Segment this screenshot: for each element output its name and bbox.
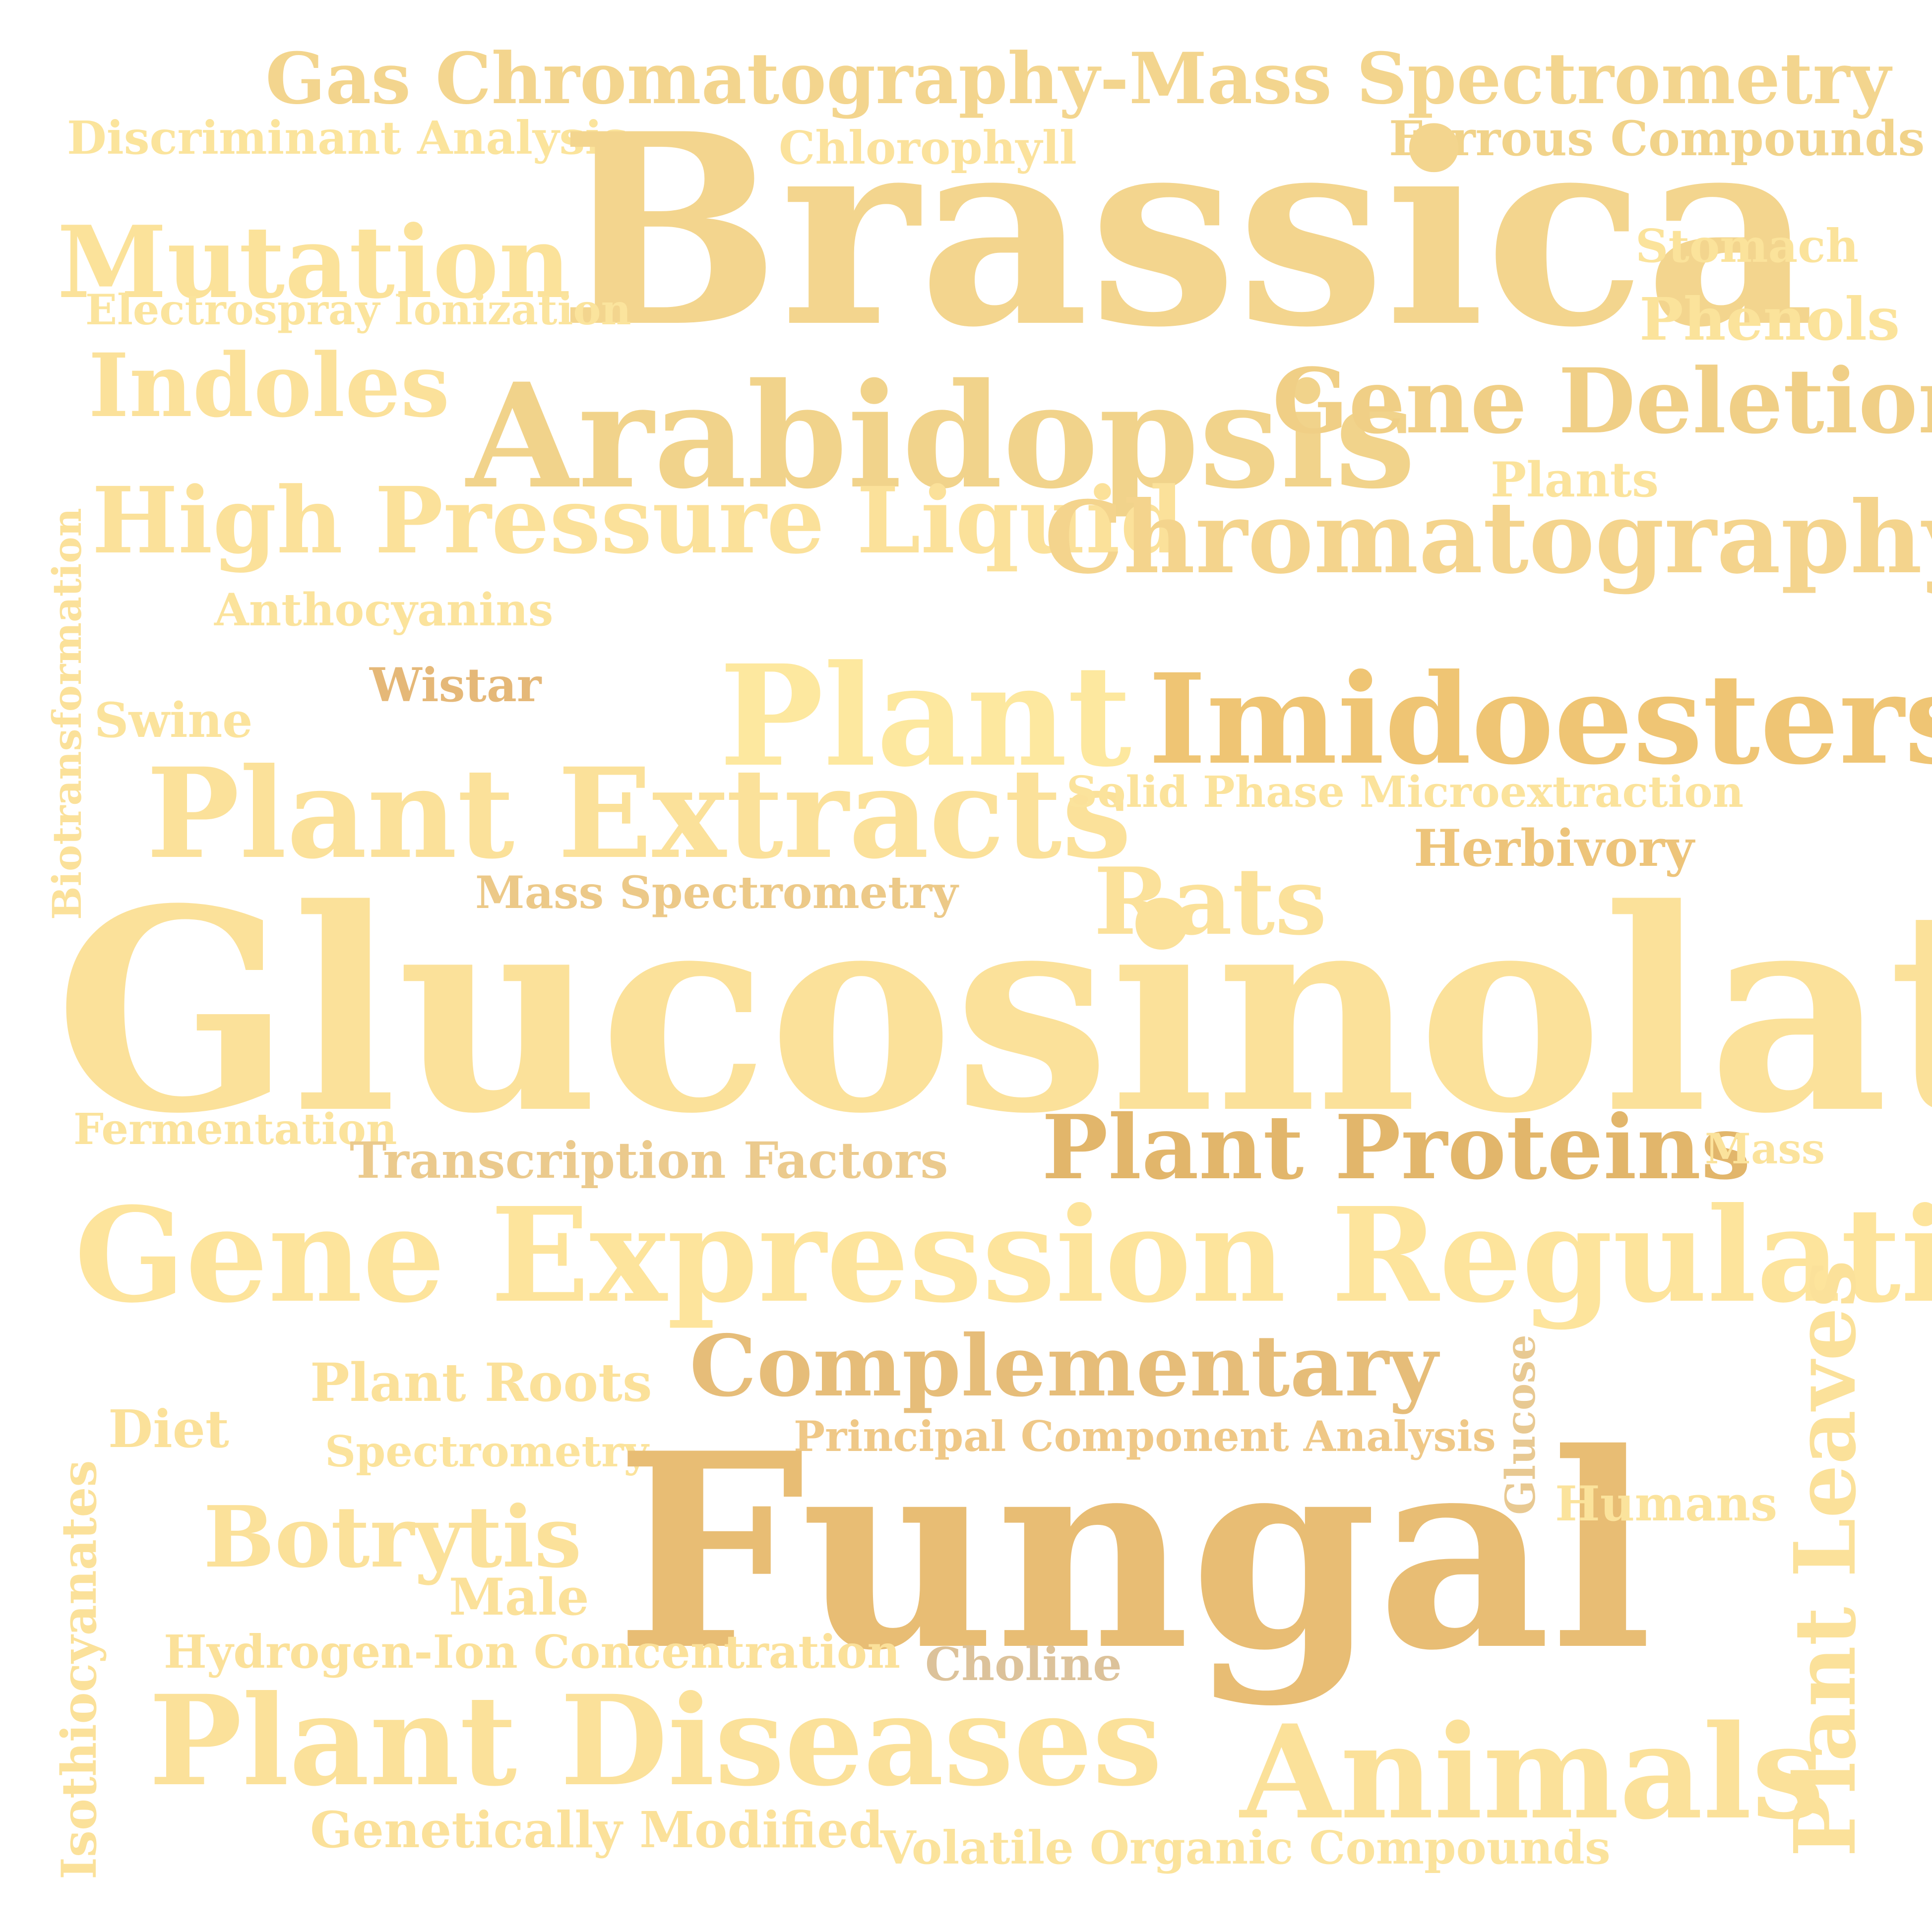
word-principal-component-analysis: Principal Component Analysis (794, 1412, 1496, 1461)
word-plant-proteins: Plant Proteins (1042, 1095, 1751, 1199)
word-fungal: Fungal (615, 1395, 1653, 1709)
word-plant-roots: Plant Roots (310, 1351, 652, 1413)
word-stomach: Stomach (1635, 219, 1859, 273)
word-indoles: Indoles (88, 334, 450, 437)
word-choline: Choline (925, 1637, 1122, 1691)
word-spectrometry: Spectrometry (325, 1427, 649, 1477)
word-solid-phase-microextraction: Solid Phase Microextraction (1066, 767, 1744, 817)
word-gas-chromatography-mass-spectrometry: Gas Chromatography-Mass Spectrometry (265, 38, 1891, 120)
word-plant-diseases: Plant Diseases (149, 1668, 1163, 1813)
word-imidoesters: Imidoesters (1148, 646, 1932, 792)
word-rats: Rats (1094, 847, 1327, 956)
word-genetically-modified: Genetically Modified (310, 1801, 883, 1859)
word-phenols: Phenols (1639, 285, 1900, 354)
word-brassica: Brassica (558, 76, 1815, 385)
word-plant-extracts: Plant Extracts (146, 740, 1132, 886)
word-diet: Diet (108, 1398, 229, 1459)
word-fermentation: Fermentation (73, 1104, 397, 1154)
word-gene-expression-regulation: Gene Expression Regulation (74, 1179, 1932, 1331)
word-anthocyanins: Anthocyanins (214, 584, 554, 636)
word-mass-spectrometry: Mass Spectrometry (475, 866, 958, 919)
word-plants: Plants (1491, 452, 1659, 508)
word-glucosinolates: Glucosinolates (55, 848, 1932, 1175)
word-mass: Mass (1705, 1124, 1825, 1173)
word-gene-deletion: Gene Deletion (1272, 349, 1932, 454)
word-chlorophyll: Chlorophyll (779, 121, 1077, 175)
word-male: Male (449, 1568, 589, 1627)
word-discriminant-analysis: Discriminant Analysis (67, 111, 628, 165)
word-arabidopsis: Arabidopsis (466, 352, 1416, 521)
word-wistar: Wistar (370, 658, 542, 713)
word-isothiocyanates: Isothiocyanates (51, 1460, 107, 1879)
word-plant: Plant (719, 635, 1132, 798)
word-humans: Humans (1555, 1476, 1778, 1532)
word-swine: Swine (94, 692, 253, 748)
word-volatile-organic-compounds: Volatile Organic Compounds (880, 1821, 1611, 1874)
word-ferrous-compounds: Ferrous Compounds (1389, 111, 1925, 167)
word-herbivory: Herbivory (1414, 819, 1694, 878)
word-animals: Animals (1240, 1697, 1825, 1848)
word-complementary: Complementary (689, 1317, 1438, 1416)
word-chromatography: Chromatography (1044, 480, 1932, 596)
word-transcription-factors: Transcription Factors (350, 1131, 948, 1190)
word-high-pressure-liquid: High Pressure Liquid (92, 467, 1184, 574)
word-electrospray-ionization: Electrospray Ionization (85, 285, 631, 334)
word-botrytis: Botrytis (203, 1488, 582, 1587)
word-hydrogen-ion-concentration: Hydrogen-Ion Concentration (164, 1625, 900, 1679)
word-mutation: Mutation (57, 204, 571, 321)
